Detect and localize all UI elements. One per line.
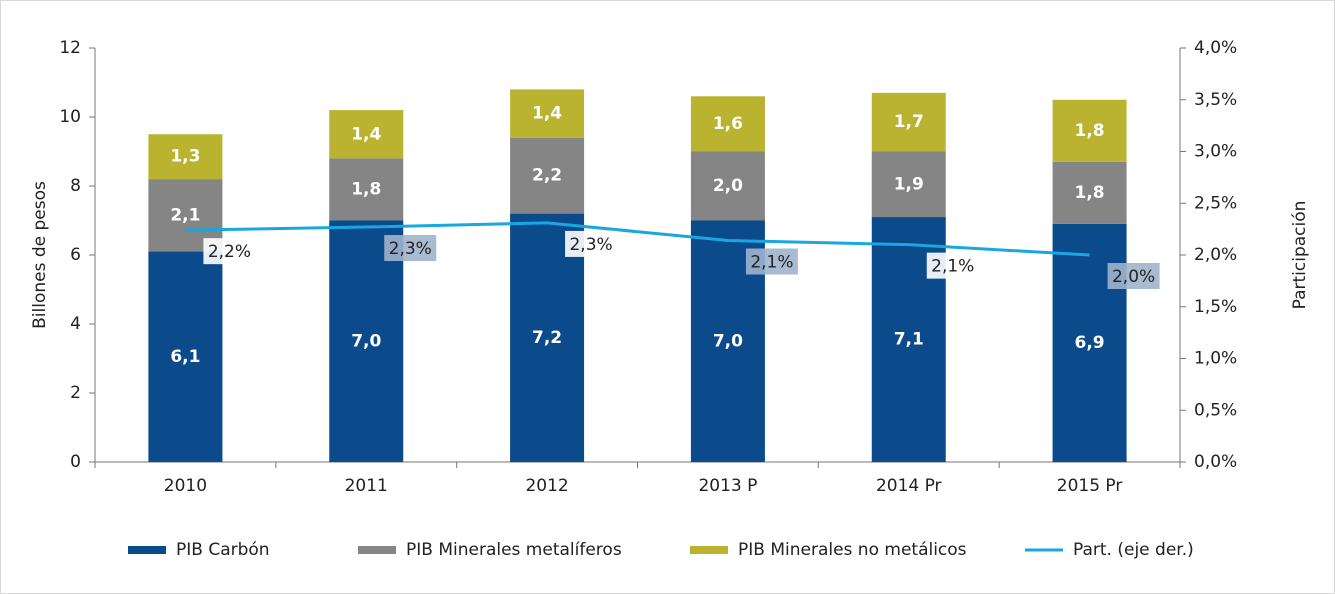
y-tick-label: 4 — [70, 314, 81, 334]
y-axis-title: Billones de pesos — [30, 181, 50, 329]
y2-tick-label: 0,0% — [1194, 452, 1237, 472]
bar-label: 7,1 — [894, 330, 924, 350]
bar-label: 1,3 — [170, 147, 200, 167]
legend-label: PIB Carbón — [176, 540, 270, 560]
line-label: 2,1% — [750, 253, 793, 273]
legend-swatch — [690, 546, 728, 554]
y2-tick-label: 0,5% — [1194, 400, 1237, 420]
label-box — [1107, 263, 1160, 289]
y2-tick-label: 1,5% — [1194, 297, 1237, 317]
bar — [148, 251, 223, 462]
bar-label: 1,6 — [713, 114, 743, 134]
label-box — [926, 252, 979, 279]
bar — [148, 134, 223, 180]
legend-swatch — [358, 546, 396, 554]
x-tick-label: 2012 — [525, 476, 568, 496]
legend-swatch — [128, 546, 166, 554]
line-label: 2,0% — [1112, 267, 1155, 287]
bar-label: 6,1 — [170, 347, 200, 367]
x-tick-label: 2011 — [345, 476, 388, 496]
bar-label: 1,4 — [532, 104, 562, 124]
y-tick-label: 2 — [70, 383, 81, 403]
legend-label: PIB Minerales no metálicos — [738, 540, 967, 560]
bar-label: 1,8 — [1075, 183, 1105, 203]
x-tick-label: 2015 Pr — [1057, 476, 1123, 496]
x-tick-label: 2013 P — [698, 476, 757, 496]
bar — [1052, 99, 1127, 162]
line-label: 2,1% — [931, 257, 974, 277]
line-label: 2,3% — [569, 235, 612, 255]
bar-label: 7,0 — [713, 331, 743, 351]
bar-label: 1,9 — [894, 174, 924, 194]
legend-label: Part. (eje der.) — [1073, 540, 1194, 560]
bar — [329, 158, 404, 221]
bar — [690, 96, 765, 152]
label-box — [203, 238, 256, 265]
bar — [871, 151, 946, 218]
bar — [329, 110, 404, 159]
bar-label: 1,7 — [894, 112, 924, 132]
y2-tick-label: 1,0% — [1194, 349, 1237, 369]
bar-label: 1,4 — [351, 124, 381, 144]
bar — [1052, 161, 1127, 224]
y-tick-label: 6 — [70, 245, 81, 265]
bar-label: 2,0 — [713, 176, 743, 196]
y2-tick-label: 3,5% — [1194, 90, 1237, 110]
bar-label: 6,9 — [1075, 333, 1105, 353]
bar-label: 2,2 — [532, 166, 562, 186]
line — [185, 221, 1090, 257]
label-box — [384, 235, 437, 262]
bar — [510, 137, 585, 214]
y-tick-label: 0 — [70, 452, 81, 472]
y-tick-label: 12 — [59, 38, 81, 58]
bar-label: 2,1 — [170, 205, 200, 225]
bar — [871, 92, 946, 152]
legend-label: PIB Minerales metalíferos — [406, 540, 622, 560]
y-tick-label: 10 — [59, 107, 81, 127]
y2-tick-label: 4,0% — [1194, 38, 1237, 58]
bar — [510, 89, 585, 138]
bar-label: 7,0 — [351, 331, 381, 351]
x-tick-label: 2010 — [164, 476, 207, 496]
bar-label: 1,8 — [351, 179, 381, 199]
y2-tick-label: 2,0% — [1194, 245, 1237, 265]
y2-axis-title: Participación — [1290, 201, 1310, 310]
bar-label: 7,2 — [532, 328, 562, 348]
bar-label: 1,8 — [1075, 121, 1105, 141]
label-box — [745, 248, 798, 275]
x-tick-label: 2014 Pr — [876, 476, 942, 496]
line-label: 2,3% — [389, 239, 432, 259]
y2-tick-label: 2,5% — [1194, 193, 1237, 213]
line-label: 2,2% — [208, 242, 251, 262]
y-tick-label: 8 — [70, 176, 81, 196]
y2-tick-label: 3,0% — [1194, 142, 1237, 162]
label-box — [565, 230, 618, 257]
bar — [690, 151, 765, 221]
